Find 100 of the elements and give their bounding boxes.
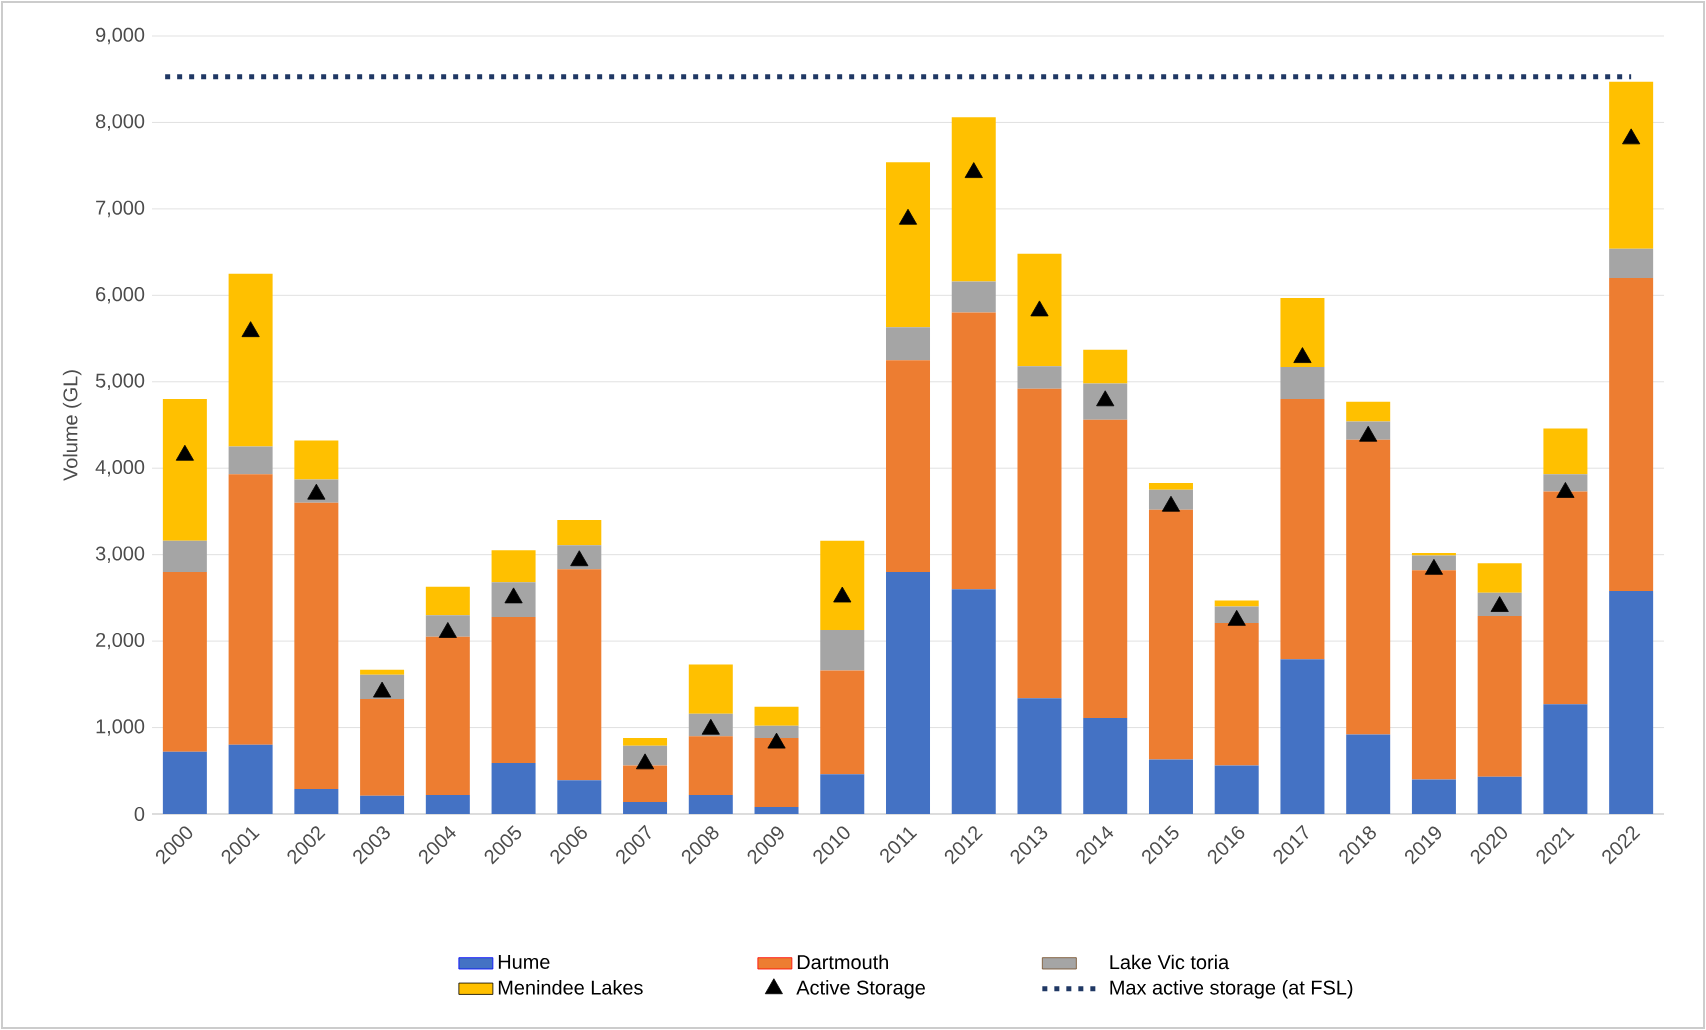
point (767, 732, 786, 749)
bar (491, 762, 536, 814)
point (1030, 300, 1049, 317)
y-tick-label: 2,000 (96, 632, 145, 650)
bar (425, 794, 470, 814)
bar (1017, 698, 1062, 814)
y-tick-label: 0 (134, 806, 145, 822)
bar (162, 399, 207, 541)
bar (162, 540, 207, 572)
bar (886, 571, 931, 814)
bar (294, 788, 339, 814)
bar (1017, 388, 1062, 699)
bar (688, 664, 733, 714)
bar (294, 440, 339, 480)
y-tick-label: 6,000 (96, 287, 145, 304)
y-tick-label: 1,000 (96, 719, 145, 736)
bar (1477, 563, 1522, 593)
bar (1609, 590, 1654, 814)
y-tick-label: 5,000 (95, 373, 145, 391)
bar (1346, 734, 1391, 814)
bar (1148, 759, 1193, 814)
bar (1543, 704, 1588, 814)
bar (1148, 482, 1193, 490)
y-tick-label: 7,000 (96, 200, 145, 218)
bar (228, 744, 273, 814)
bar (951, 281, 996, 313)
bar (951, 589, 996, 814)
bar (951, 117, 996, 282)
bar (1543, 428, 1588, 475)
bar (1148, 509, 1193, 760)
point (1622, 128, 1641, 145)
bar (754, 725, 799, 738)
bar (1543, 474, 1588, 492)
bar (1214, 622, 1259, 766)
bar (623, 801, 668, 814)
bar (1411, 552, 1456, 556)
bar (886, 360, 931, 572)
bar (1214, 765, 1259, 814)
bar (754, 807, 799, 814)
bar (1411, 779, 1456, 814)
bar (820, 629, 865, 671)
y-axis-title: Volume (GL) (62, 370, 82, 481)
bar (688, 736, 733, 795)
bar (425, 586, 470, 616)
bar (1017, 253, 1062, 367)
bar (228, 273, 273, 447)
bar (360, 669, 405, 675)
bar (1280, 297, 1325, 368)
bar (1477, 776, 1522, 814)
bar (162, 571, 207, 752)
bar (1280, 659, 1325, 814)
legend-label: Menindee Lakes (498, 980, 643, 995)
point (964, 162, 983, 178)
legend-label: Max active storage (at FSL) (1110, 980, 1353, 999)
point (241, 321, 260, 338)
bar (557, 520, 602, 546)
point (1556, 482, 1575, 498)
bar (754, 706, 799, 726)
bar (1609, 278, 1654, 591)
bar (1083, 383, 1128, 420)
bar (1280, 399, 1325, 660)
y-tick-label: 4,000 (95, 460, 145, 477)
bar (688, 794, 733, 814)
bar (1280, 367, 1325, 400)
point (1424, 558, 1443, 575)
point (833, 586, 852, 603)
bar (228, 474, 273, 745)
y-tick-label: 3,000 (95, 546, 145, 563)
point (1359, 425, 1378, 442)
bar (425, 636, 470, 795)
bar (951, 312, 996, 590)
bar (491, 550, 536, 583)
bar (1083, 718, 1128, 814)
bar (491, 616, 536, 763)
bar (886, 162, 931, 328)
point (1293, 347, 1312, 363)
bar (360, 795, 405, 814)
bar (294, 502, 339, 789)
y-tick-label: 9,000 (96, 27, 145, 45)
legend-label: Dartmouth (797, 954, 888, 970)
bar (1346, 401, 1391, 422)
bar (557, 569, 602, 781)
bar (820, 540, 865, 630)
bar (1543, 491, 1588, 705)
legend-label: Active Storage (796, 980, 925, 999)
bar (623, 765, 668, 802)
bar (623, 737, 668, 746)
bar (1609, 248, 1654, 279)
y-tick-label: 8,000 (95, 114, 145, 131)
bar (162, 751, 207, 814)
point (898, 208, 918, 225)
bar (1609, 81, 1654, 249)
bar (557, 780, 602, 814)
bar (820, 774, 865, 814)
legend-label: Hume (498, 954, 550, 969)
legend-label: Lake Vic toria (1110, 954, 1230, 970)
bar (886, 327, 931, 361)
bar (228, 446, 273, 475)
bar (1083, 419, 1128, 719)
bar (754, 737, 799, 808)
